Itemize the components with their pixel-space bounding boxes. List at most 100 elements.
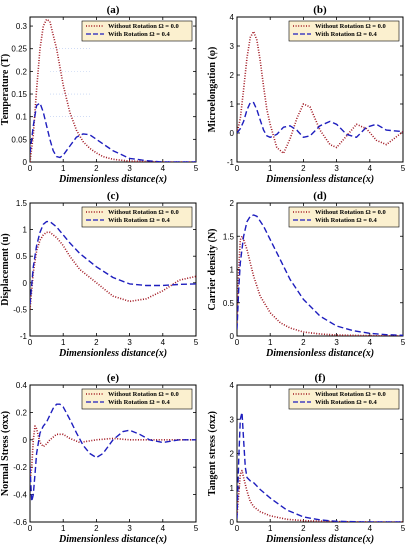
panel-title: (f) [315, 372, 326, 384]
x-tick-label: 5 [401, 164, 406, 173]
chart-panel: 0 1 2 3 4 5 -1 -0.5 0 0.5 1 1.5 (c) Dimensionless dis… [0, 190, 199, 359]
x-axis-label: Dimensionless distance(x) [58, 348, 167, 359]
y-tick-label: -1 [20, 332, 28, 341]
chart-panel: 0 1 2 3 4 5 0 0.05 0.1 0.15 0.2 0.25 0.3 (a) Dimension… [0, 4, 199, 185]
x-tick-label: 2 [94, 524, 99, 533]
chart-panel: 0 1 2 3 4 5 -0.6 -0.4 -0.2 0 0.2 0.4 (e) Dimensionles… [0, 372, 199, 545]
x-tick-label: 2 [301, 524, 306, 533]
x-tick-label: 1 [268, 338, 273, 347]
y-axis-label: Tangent stress (σxz) [207, 411, 218, 496]
series-group [237, 214, 403, 336]
series-group [237, 411, 403, 522]
y-tick-label: 3 [230, 42, 235, 51]
panel-title: (b) [313, 4, 327, 16]
y-tick-label: 0 [230, 518, 235, 527]
legend-box [81, 20, 193, 42]
y-tick-label: 1.5 [16, 199, 28, 208]
legend-label: With Rotation Ω = 0.4 [108, 31, 170, 38]
x-axis-label: Dimensionless distance(x) [265, 174, 374, 185]
chart-panel: 0 1 2 3 4 5 0 1 2 3 4 (f) Dimensionless distance(x) T… [207, 372, 406, 545]
y-tick-label: -0.6 [13, 518, 27, 527]
x-tick-label: 5 [194, 164, 199, 173]
x-axis-label: Dimensionless distance(x) [265, 348, 374, 359]
y-tick-label: 0 [230, 332, 235, 341]
y-tick-label: 0 [230, 129, 235, 138]
y-tick-label: 0.2 [16, 67, 28, 76]
x-tick-label: 1 [268, 524, 273, 533]
series-line-with-rotation [30, 403, 196, 503]
x-tick-label: 5 [194, 524, 199, 533]
y-tick-label: -0.4 [13, 491, 27, 500]
legend-box [81, 206, 193, 228]
x-tick-label: 3 [334, 164, 339, 173]
y-tick-label: 2 [230, 71, 235, 80]
y-axis-label: Carrier density (N) [207, 228, 218, 310]
legend-box [81, 388, 193, 410]
x-tick-label: 0 [28, 164, 33, 173]
x-tick-label: 4 [368, 338, 373, 347]
series-line-with-rotation [237, 214, 403, 336]
x-tick-label: 0 [235, 338, 240, 347]
y-tick-label: 0.15 [11, 90, 27, 99]
y-tick-label: 0.25 [11, 45, 27, 54]
x-tick-label: 2 [94, 164, 99, 173]
y-tick-label: -1 [227, 158, 235, 167]
x-tick-label: 3 [334, 524, 339, 533]
x-tick-label: 3 [127, 338, 132, 347]
legend-label: Without Rotation Ω = 0.0 [315, 391, 386, 398]
series-line-without-rotation [237, 469, 403, 522]
x-tick-label: 0 [28, 524, 33, 533]
x-tick-label: 5 [194, 338, 199, 347]
legend-label: With Rotation Ω = 0.4 [315, 217, 377, 224]
y-tick-label: 2 [230, 199, 235, 208]
x-tick-label: 1 [61, 164, 66, 173]
legend-label: With Rotation Ω = 0.4 [108, 217, 170, 224]
series-line-with-rotation [30, 220, 196, 305]
y-tick-label: 2 [230, 450, 235, 459]
y-tick-label: 0.1 [16, 113, 28, 122]
x-tick-label: 4 [161, 338, 166, 347]
y-tick-label: 0.4 [16, 381, 28, 390]
y-tick-label: 4 [230, 13, 235, 22]
panel-title: (a) [107, 4, 120, 16]
panel-title: (c) [107, 190, 120, 202]
panel-title: (d) [313, 190, 327, 202]
x-axis-label: Dimensionless distance(x) [58, 534, 167, 545]
y-tick-label: 1.5 [223, 232, 235, 241]
x-tick-label: 3 [127, 164, 132, 173]
x-tick-label: 5 [401, 338, 406, 347]
y-tick-label: 4 [230, 381, 235, 390]
legend-label: Without Rotation Ω = 0.0 [315, 23, 386, 30]
legend-box [288, 20, 400, 42]
y-tick-label: 1 [230, 266, 235, 275]
x-tick-label: 0 [28, 338, 33, 347]
legend-label: Without Rotation Ω = 0.0 [108, 209, 179, 216]
y-tick-label: 0.3 [16, 22, 28, 31]
x-tick-label: 2 [94, 338, 99, 347]
legend-label: With Rotation Ω = 0.4 [315, 399, 377, 406]
y-tick-label: 1 [23, 226, 28, 235]
x-tick-label: 3 [334, 338, 339, 347]
y-axis-label: Temperature (T) [0, 54, 11, 125]
x-axis-label: Dimensionless distance(x) [265, 534, 374, 545]
legend-box [288, 206, 400, 228]
series-line-with-rotation [30, 102, 196, 162]
x-tick-label: 4 [161, 524, 166, 533]
x-tick-label: 5 [401, 524, 406, 533]
x-tick-label: 2 [301, 164, 306, 173]
series-group [30, 220, 196, 310]
legend-label: Without Rotation Ω = 0.0 [108, 391, 179, 398]
x-tick-label: 4 [368, 164, 373, 173]
x-tick-label: 4 [368, 524, 373, 533]
y-tick-label: 3 [230, 415, 235, 424]
x-tick-label: 1 [61, 338, 66, 347]
legend-label: With Rotation Ω = 0.4 [315, 31, 377, 38]
y-tick-label: 0.05 [11, 135, 27, 144]
series-line-without-rotation [30, 231, 196, 310]
series-line-without-rotation [30, 18, 196, 162]
